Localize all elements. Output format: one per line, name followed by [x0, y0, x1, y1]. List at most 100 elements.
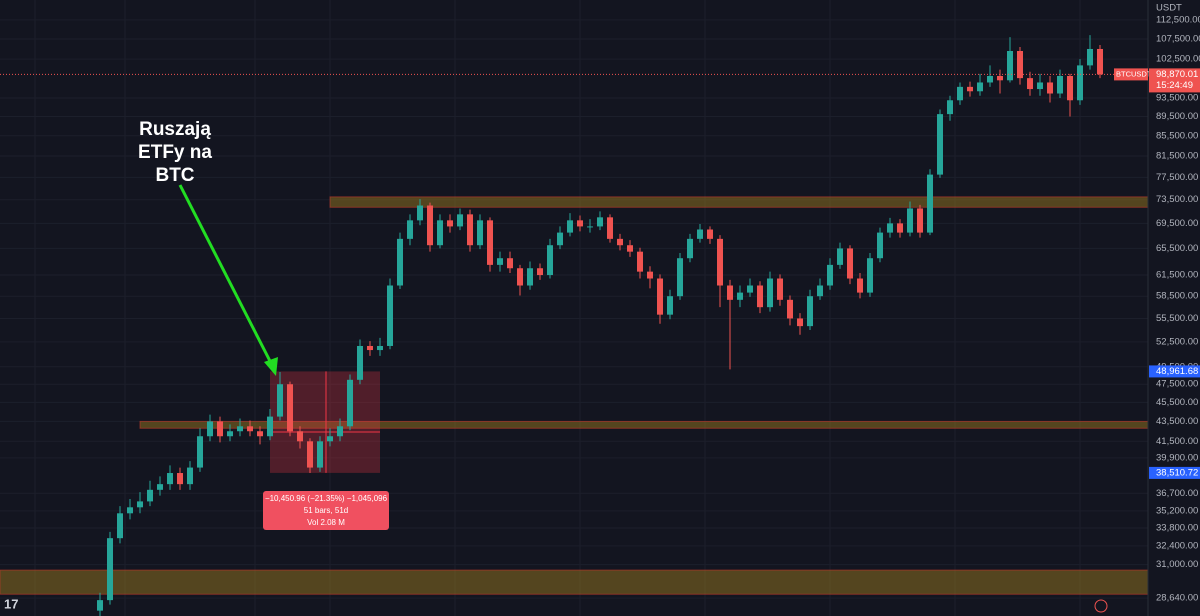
candle-body — [867, 258, 873, 293]
candle-body — [457, 214, 463, 227]
candle-body — [1027, 78, 1033, 90]
candles — [97, 35, 1103, 616]
candle-body — [647, 271, 653, 279]
candle-body — [887, 223, 893, 233]
candle-body — [367, 345, 373, 351]
candle-body — [377, 345, 383, 351]
y-tick-label: 47,500.00 — [1156, 379, 1198, 390]
candle-body — [397, 238, 403, 286]
candle-body — [717, 238, 723, 286]
candle-body — [567, 220, 573, 233]
candle-body — [137, 501, 143, 508]
candle-body — [627, 245, 633, 252]
candle-body — [927, 174, 933, 233]
candle-body — [477, 220, 483, 246]
candle-body — [937, 114, 943, 175]
y-tick-label: 35,200.00 — [1156, 505, 1198, 516]
y-tick-label: 69,500.00 — [1156, 218, 1198, 229]
candle-body — [947, 100, 953, 115]
candle-body — [297, 431, 303, 442]
candle-body — [467, 214, 473, 246]
candle-body — [777, 278, 783, 300]
y-tick-label: 73,500.00 — [1156, 194, 1198, 205]
candle-body — [817, 285, 823, 297]
last-price: 98,870.01 — [1156, 69, 1198, 80]
symbol: BTCUSDT — [1116, 69, 1152, 78]
y-tick-label: 43,500.00 — [1156, 416, 1198, 427]
candle-body — [197, 436, 203, 468]
candle-body — [727, 285, 733, 300]
candle-body — [977, 82, 983, 92]
candle-body — [707, 229, 713, 239]
candle-body — [217, 421, 223, 437]
candle-body — [487, 220, 493, 265]
candle-body — [897, 223, 903, 233]
candle-body — [317, 441, 323, 468]
candle-body — [517, 268, 523, 286]
symbol-tag — [1114, 68, 1148, 81]
price-label: 48,961.68 — [1156, 366, 1198, 377]
candle-body — [1017, 50, 1023, 79]
candle-body — [417, 205, 423, 221]
y-tick-label: 85,500.00 — [1156, 130, 1198, 141]
y-tick-label: 39,900.00 — [1156, 452, 1198, 463]
candle-body — [997, 75, 1003, 81]
y-tick-label: 32,400.00 — [1156, 540, 1198, 551]
candle-body — [267, 416, 273, 437]
candle-body — [1057, 75, 1063, 94]
candle-body — [117, 513, 123, 539]
candle-body — [1007, 50, 1013, 81]
candle-body — [597, 217, 603, 227]
candle-body — [657, 278, 663, 315]
candle-body — [737, 292, 743, 300]
candle-body — [807, 296, 813, 327]
candle-body — [257, 431, 263, 437]
candle-body — [1097, 48, 1103, 75]
logo: 17 — [4, 596, 18, 611]
y-tick-label: 36,700.00 — [1156, 488, 1198, 499]
y-tick-label: 41,500.00 — [1156, 436, 1198, 447]
y-tick-label: 52,500.00 — [1156, 336, 1198, 347]
candle-body — [427, 205, 433, 246]
candle-body — [407, 220, 413, 239]
candle-body — [917, 208, 923, 233]
candle-body — [307, 441, 313, 468]
candle-body — [437, 220, 443, 246]
price-label: 38,510.72 — [1156, 467, 1198, 478]
measure-tooltip — [263, 491, 389, 530]
candle-body — [1087, 48, 1093, 66]
candle-body — [847, 248, 853, 279]
measure-text: 51 bars, 51d — [304, 506, 348, 515]
measure-box — [270, 371, 380, 473]
candle-body — [277, 384, 283, 417]
price-tag — [1149, 68, 1200, 93]
candle-body — [207, 421, 213, 437]
y-tick-label: 81,500.00 — [1156, 151, 1198, 162]
candle-body — [357, 345, 363, 380]
measure-text: −10,450.96 (−21.35%) −1,045,096 — [265, 494, 388, 503]
candle-body — [147, 489, 153, 502]
candle-body — [547, 245, 553, 276]
candle-body — [537, 268, 543, 276]
price-label-bg — [1149, 365, 1200, 378]
candle-body — [637, 251, 643, 272]
candle-body — [447, 220, 453, 227]
candle-body — [767, 278, 773, 308]
candle-body — [687, 238, 693, 259]
annotation: ETFy na — [138, 142, 212, 163]
measure-text: Vol 2.08 M — [307, 518, 345, 527]
candle-body — [507, 258, 513, 269]
candle-body — [907, 208, 913, 233]
candle-body — [167, 473, 173, 485]
countdown: 15:24:49 — [1156, 80, 1193, 91]
annotation: Ruszają — [139, 119, 211, 140]
y-tick-label: 28,640.00 — [1156, 593, 1198, 604]
candle-body — [987, 75, 993, 83]
candle-body — [827, 264, 833, 286]
price-label-bg — [1149, 466, 1200, 479]
candle-body — [757, 285, 763, 308]
candle-body — [1047, 82, 1053, 94]
candle-body — [957, 86, 963, 101]
candle-body — [617, 238, 623, 246]
